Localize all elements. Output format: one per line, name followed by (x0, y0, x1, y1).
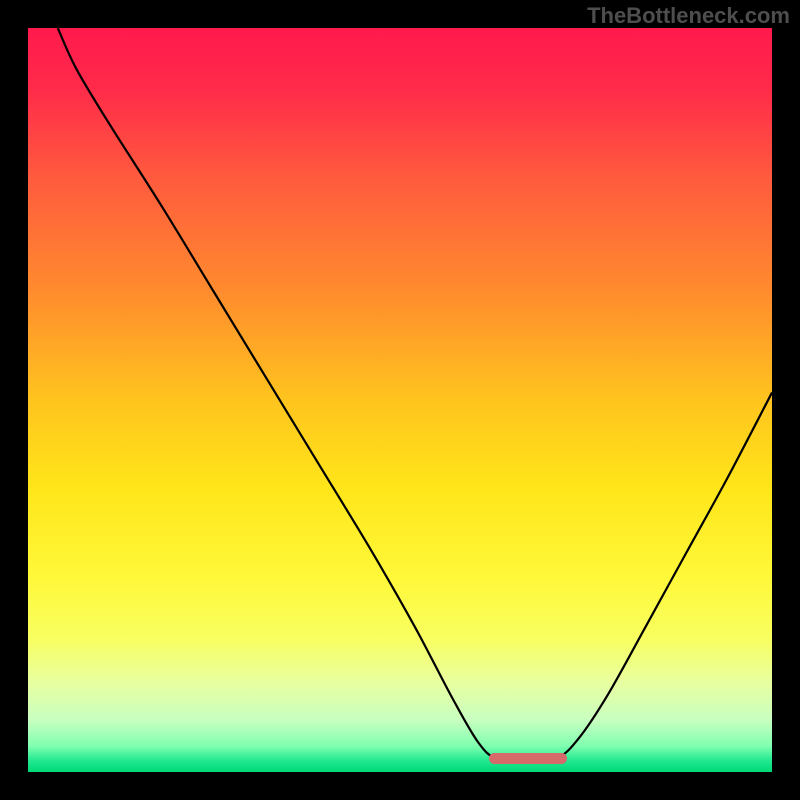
chart-container: TheBottleneck.com (0, 0, 800, 800)
plot-area (28, 28, 772, 772)
watermark-text: TheBottleneck.com (587, 3, 790, 29)
curve-path (58, 28, 772, 761)
trough-marker (489, 753, 567, 764)
bottleneck-curve (28, 28, 772, 772)
